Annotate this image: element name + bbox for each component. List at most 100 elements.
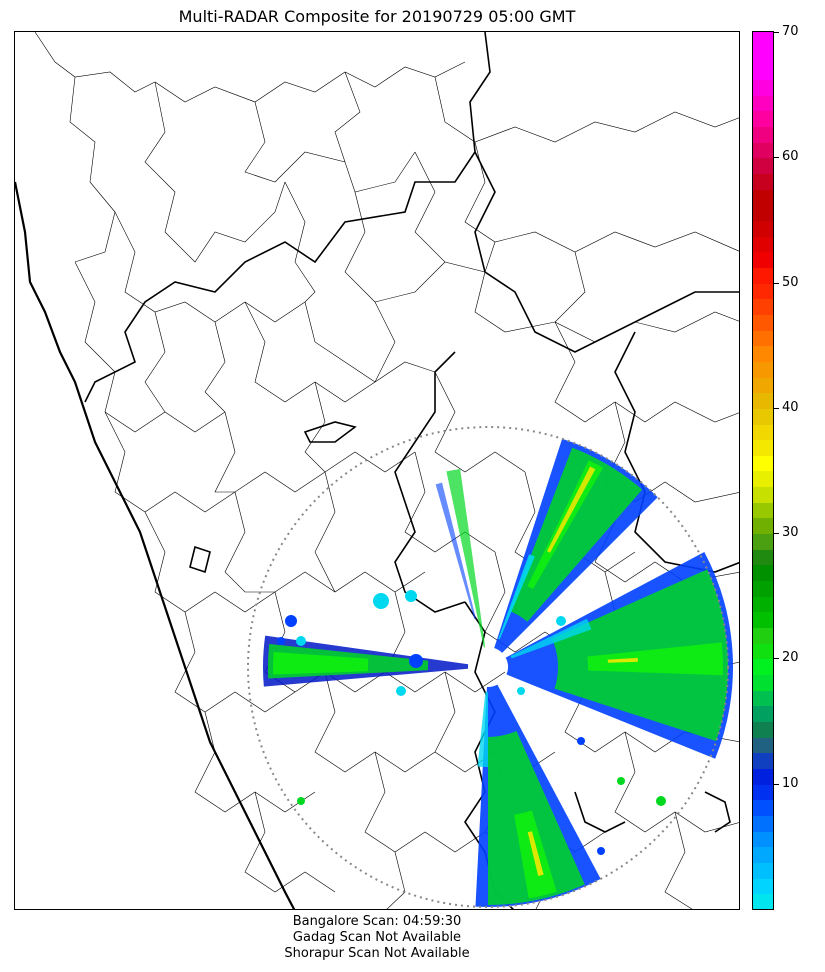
colorbar-band bbox=[753, 862, 773, 879]
radar-sector bbox=[547, 466, 596, 553]
radar-echo bbox=[296, 636, 306, 646]
colorbar-band bbox=[753, 219, 773, 237]
colorbar-tick bbox=[774, 157, 779, 159]
colorbar-band bbox=[753, 846, 773, 863]
radar-echo bbox=[409, 654, 423, 668]
radar-sector bbox=[587, 642, 724, 676]
colorbar-band bbox=[753, 454, 773, 472]
colorbar-band bbox=[753, 517, 773, 535]
colorbar-band bbox=[753, 627, 773, 644]
gadag-scan-status: Gadag Scan Not Available bbox=[292, 930, 462, 945]
radar-echo bbox=[285, 615, 297, 627]
colorbar-band bbox=[753, 392, 773, 409]
reflectivity-colorbar bbox=[752, 31, 774, 910]
colorbar-band bbox=[753, 642, 773, 660]
colorbar-band bbox=[753, 799, 773, 817]
colorbar-band bbox=[753, 282, 773, 300]
radar-sector bbox=[435, 482, 476, 619]
colorbar-band bbox=[753, 360, 773, 378]
colorbar-band bbox=[753, 345, 773, 362]
colorbar-band bbox=[753, 78, 773, 96]
colorbar-band bbox=[753, 125, 773, 143]
colorbar-band bbox=[753, 595, 773, 613]
colorbar-band bbox=[753, 486, 773, 503]
scan-status: Bangalore Scan: 04:59:30 Gadag Scan Not … bbox=[14, 914, 740, 962]
colorbar-band bbox=[753, 376, 773, 394]
radar-map[interactable] bbox=[14, 31, 740, 910]
colorbar-band bbox=[753, 329, 773, 347]
colorbar-band bbox=[753, 298, 773, 315]
colorbar-band bbox=[753, 266, 773, 284]
radar-echo bbox=[556, 616, 566, 626]
colorbar-tick-label: 40 bbox=[782, 399, 799, 415]
colorbar-band bbox=[753, 32, 773, 49]
colorbar-tick bbox=[774, 533, 779, 535]
radar-echo bbox=[396, 686, 406, 696]
colorbar-band bbox=[753, 204, 773, 221]
radar-sector bbox=[527, 831, 544, 877]
colorbar-band bbox=[753, 157, 773, 174]
colorbar-tick bbox=[774, 282, 779, 284]
colorbar-band bbox=[753, 94, 773, 112]
radar-echo bbox=[617, 777, 625, 785]
colorbar-band bbox=[753, 548, 773, 566]
radar-echo bbox=[405, 590, 417, 602]
colorbar-band bbox=[753, 783, 773, 801]
colorbar-band bbox=[753, 313, 773, 331]
radar-sector bbox=[488, 730, 585, 905]
colorbar-band bbox=[753, 768, 773, 785]
colorbar-band bbox=[753, 501, 773, 519]
colorbar-band bbox=[753, 689, 773, 707]
colorbar-tick bbox=[774, 658, 779, 660]
coastline bbox=[15, 181, 296, 909]
map-canvas bbox=[15, 32, 739, 909]
colorbar-band bbox=[753, 815, 773, 832]
radar-sector bbox=[477, 691, 488, 767]
colorbar-tick-label: 50 bbox=[782, 274, 799, 290]
colorbar-band bbox=[753, 736, 773, 754]
colorbar-band bbox=[753, 752, 773, 770]
colorbar-tick bbox=[774, 32, 779, 33]
map-title: Multi-RADAR Composite for 20190729 05:00… bbox=[178, 7, 576, 26]
colorbar-band bbox=[753, 674, 773, 691]
colorbar-band bbox=[753, 63, 773, 80]
radar-sector bbox=[509, 447, 643, 622]
radar-echo bbox=[517, 687, 525, 695]
colorbar-band bbox=[753, 705, 773, 723]
colorbar-band bbox=[753, 658, 773, 676]
radar-echo bbox=[577, 737, 585, 745]
colorbar-band bbox=[753, 877, 773, 895]
shorapur-scan-status: Shorapur Scan Not Available bbox=[284, 946, 470, 961]
range-ring bbox=[247, 426, 729, 908]
colorbar-band bbox=[753, 564, 773, 582]
colorbar-band bbox=[753, 830, 773, 848]
state-boundaries bbox=[84, 32, 739, 909]
colorbar-band bbox=[753, 611, 773, 629]
bangalore-scan-status: Bangalore Scan: 04:59:30 bbox=[292, 914, 462, 929]
colorbar-tick-label: 20 bbox=[782, 650, 799, 666]
colorbar-tick-label: 10 bbox=[782, 775, 799, 791]
colorbar-band bbox=[753, 407, 773, 425]
colorbar-band bbox=[753, 235, 773, 253]
colorbar-band bbox=[753, 172, 773, 190]
colorbar-band bbox=[753, 47, 773, 65]
radar-echo bbox=[373, 593, 389, 609]
radar-echo bbox=[297, 797, 305, 805]
colorbar-band bbox=[753, 533, 773, 550]
colorbar-band bbox=[753, 188, 773, 206]
colorbar-band bbox=[753, 721, 773, 738]
radar-sector bbox=[498, 554, 535, 640]
radar-echo bbox=[277, 637, 285, 645]
colorbar-band bbox=[753, 251, 773, 268]
radar-echo bbox=[597, 847, 605, 855]
colorbar-tick-label: 30 bbox=[782, 525, 799, 541]
colorbar-band bbox=[753, 470, 773, 488]
colorbar-tick-label: 60 bbox=[782, 149, 799, 165]
colorbar-tick bbox=[774, 407, 779, 409]
radar-sector bbox=[607, 657, 638, 663]
colorbar-band bbox=[753, 110, 773, 127]
radar-echo bbox=[656, 796, 666, 806]
radar-sector bbox=[273, 652, 369, 675]
colorbar-band bbox=[753, 423, 773, 441]
radar-sector bbox=[446, 468, 486, 648]
